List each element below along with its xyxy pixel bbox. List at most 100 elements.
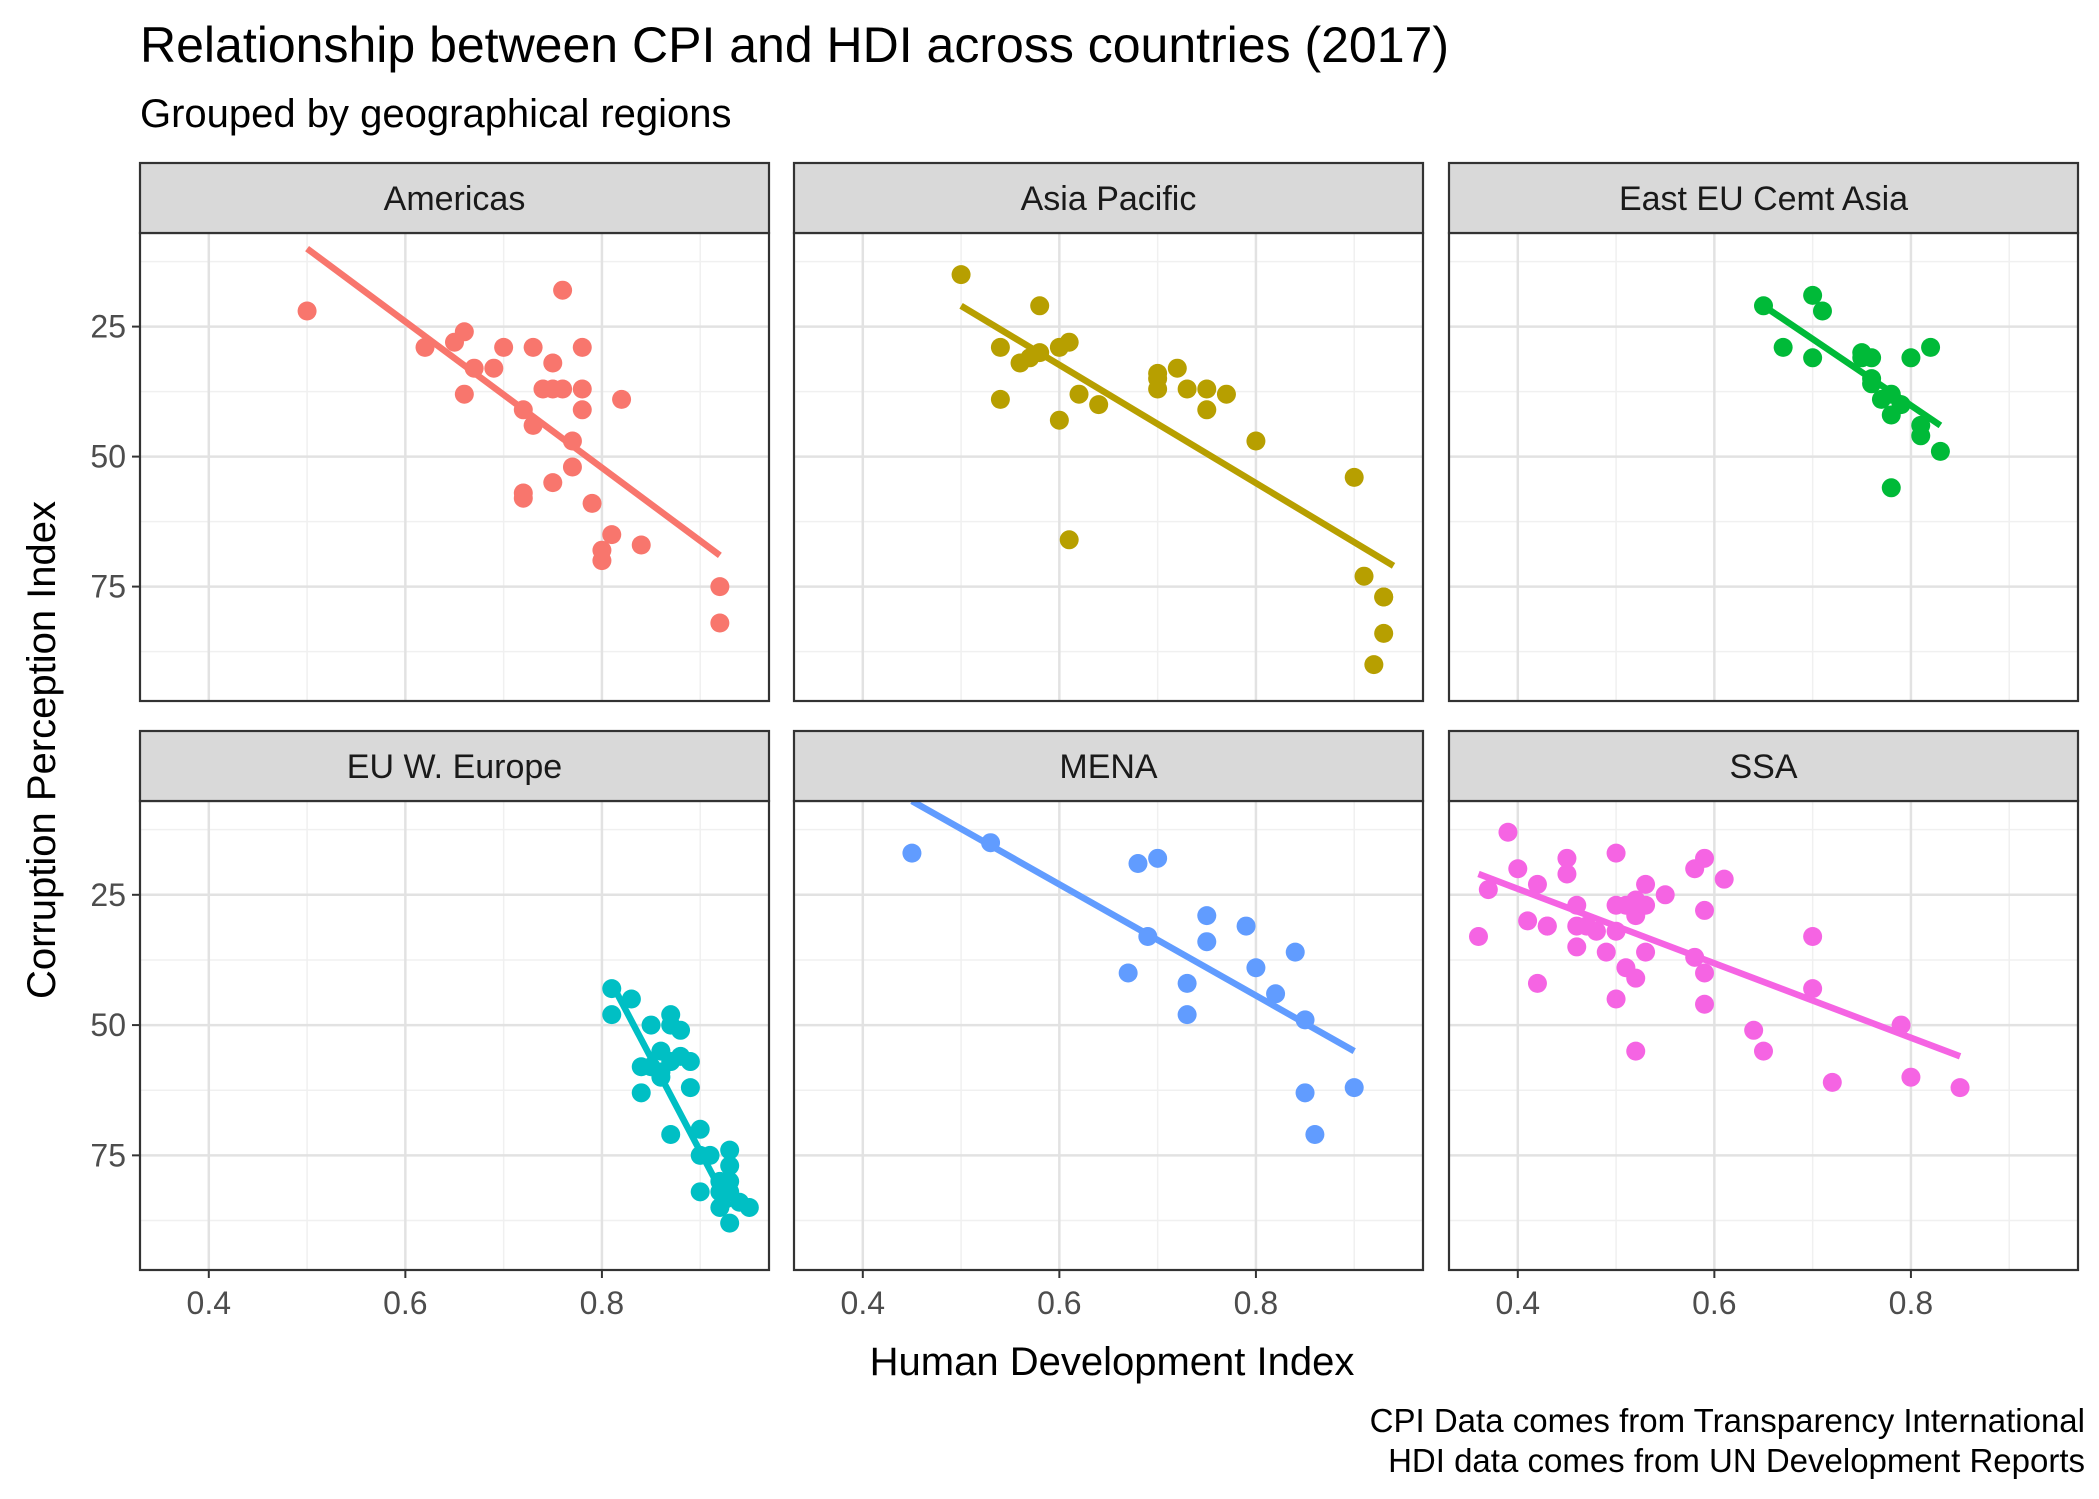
panel-background bbox=[1449, 801, 2078, 1270]
data-point bbox=[1246, 431, 1266, 451]
data-point bbox=[621, 989, 641, 1009]
data-point bbox=[1596, 942, 1616, 962]
x-tick-label: 0.4 bbox=[187, 1285, 231, 1321]
panel-background bbox=[140, 801, 769, 1270]
facet-strip bbox=[792, 161, 1425, 235]
data-point bbox=[641, 1015, 661, 1035]
data-point bbox=[1930, 441, 1950, 461]
data-point bbox=[1881, 478, 1901, 498]
x-axis-title: Human Development Index bbox=[870, 1340, 1355, 1384]
y-tick-label: 25 bbox=[90, 877, 126, 913]
data-point bbox=[1177, 973, 1197, 993]
data-point bbox=[700, 1145, 720, 1165]
data-point bbox=[720, 1140, 740, 1160]
data-point bbox=[1177, 379, 1197, 399]
data-point bbox=[1567, 895, 1587, 915]
data-point bbox=[1197, 379, 1217, 399]
chart-subtitle: Grouped by geographical regions bbox=[140, 92, 732, 136]
facet-label: Asia Pacific bbox=[1021, 180, 1197, 218]
data-point bbox=[1655, 885, 1675, 905]
data-point bbox=[1557, 864, 1577, 884]
data-point bbox=[720, 1156, 740, 1176]
facet-label: SSA bbox=[1729, 748, 1797, 786]
data-point bbox=[1537, 916, 1557, 936]
facet-panel: EU W. Europe 0.4 0.6 0.8 25 50 75 bbox=[90, 729, 771, 1321]
facet-panel: SSA 0.4 0.6 0.8 bbox=[1447, 729, 2080, 1321]
data-point bbox=[454, 322, 474, 342]
data-point bbox=[1803, 285, 1823, 305]
trend-line bbox=[608, 981, 733, 1209]
data-point bbox=[1295, 1083, 1315, 1103]
data-point bbox=[612, 389, 632, 409]
trend-line bbox=[1761, 303, 1943, 429]
data-point bbox=[523, 337, 543, 357]
y-tick-label: 50 bbox=[90, 1007, 126, 1043]
trend-line bbox=[1477, 870, 1962, 1060]
data-point bbox=[1030, 343, 1050, 363]
data-point bbox=[602, 525, 622, 545]
facet-panel: Americas 25 50 75 bbox=[90, 161, 771, 703]
data-point bbox=[1354, 566, 1374, 586]
data-point bbox=[671, 1020, 691, 1040]
caption-line-1: CPI Data comes from Transparency Interna… bbox=[1370, 1402, 2085, 1439]
data-point bbox=[572, 400, 592, 420]
data-point bbox=[1049, 410, 1069, 430]
data-point bbox=[1498, 822, 1518, 842]
data-point bbox=[631, 1083, 651, 1103]
panel-background bbox=[794, 233, 1423, 701]
data-point bbox=[553, 280, 573, 300]
data-point bbox=[1911, 426, 1931, 446]
data-point bbox=[1695, 900, 1715, 920]
data-point bbox=[543, 353, 563, 373]
data-point bbox=[990, 337, 1010, 357]
data-point bbox=[1167, 358, 1187, 378]
data-point bbox=[454, 384, 474, 404]
data-point bbox=[523, 415, 543, 435]
data-point bbox=[572, 337, 592, 357]
x-tick-label: 0.8 bbox=[1889, 1285, 1933, 1321]
data-point bbox=[1636, 874, 1656, 894]
data-point bbox=[562, 431, 582, 451]
data-point bbox=[661, 1125, 681, 1145]
data-point bbox=[1921, 337, 1941, 357]
data-point bbox=[1901, 348, 1921, 368]
data-point bbox=[1695, 994, 1715, 1014]
data-point bbox=[1148, 848, 1168, 868]
y-axis-title: Corruption Perception Index bbox=[20, 501, 64, 999]
data-point bbox=[690, 1182, 710, 1202]
data-point bbox=[464, 358, 484, 378]
data-point bbox=[1478, 880, 1498, 900]
data-point bbox=[1685, 947, 1705, 967]
data-point bbox=[951, 265, 971, 285]
data-point bbox=[1803, 348, 1823, 368]
data-point bbox=[1089, 395, 1109, 415]
data-point bbox=[1606, 989, 1626, 1009]
data-point bbox=[543, 473, 563, 493]
data-point bbox=[1364, 655, 1384, 675]
data-point bbox=[1236, 916, 1256, 936]
data-point bbox=[651, 1067, 671, 1087]
caption-line-2: HDI data comes from UN Development Repor… bbox=[1388, 1442, 2085, 1479]
panel-marks bbox=[902, 801, 1364, 1145]
facet-label: EU W. Europe bbox=[347, 748, 562, 786]
data-point bbox=[1891, 395, 1911, 415]
panel-marks bbox=[951, 265, 1396, 675]
facet-strip bbox=[138, 161, 771, 235]
data-point bbox=[1128, 854, 1148, 874]
panel-marks bbox=[602, 979, 759, 1233]
data-point bbox=[1059, 530, 1079, 550]
facet-panel: MENA 0.4 0.6 0.8 bbox=[792, 729, 1425, 1321]
data-point bbox=[631, 535, 651, 555]
data-point bbox=[1468, 926, 1488, 946]
y-tick-label: 75 bbox=[90, 569, 126, 605]
chart-title: Relationship between CPI and HDI across … bbox=[140, 17, 1449, 73]
data-point bbox=[562, 457, 582, 477]
data-point bbox=[1197, 400, 1217, 420]
x-tick-label: 0.6 bbox=[1037, 1285, 1081, 1321]
data-point bbox=[710, 577, 730, 597]
data-point bbox=[297, 301, 317, 321]
data-point bbox=[415, 337, 435, 357]
data-point bbox=[1695, 848, 1715, 868]
data-point bbox=[1344, 467, 1364, 487]
